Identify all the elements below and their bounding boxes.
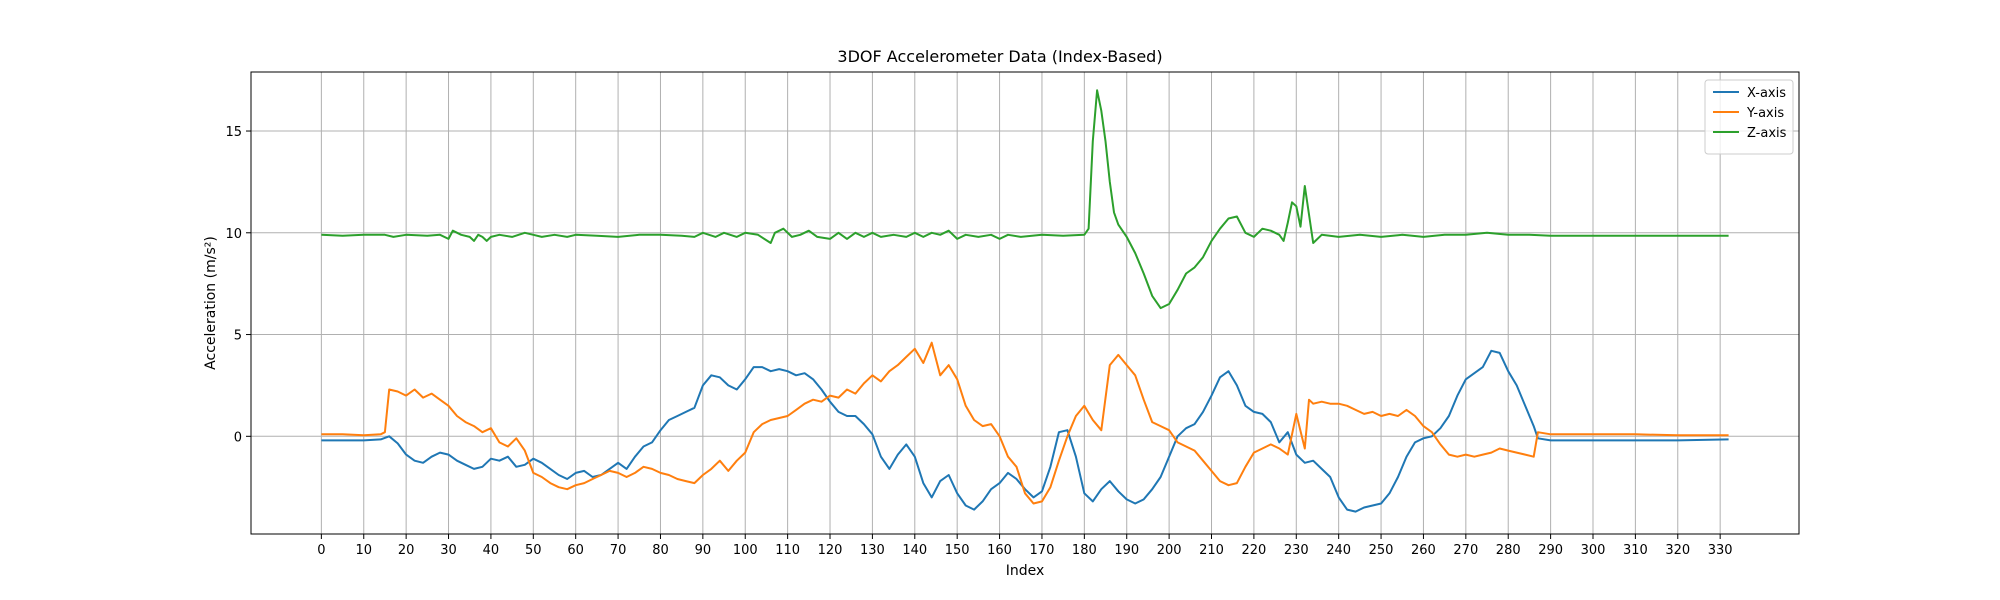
x-tick-label: 300: [1581, 543, 1606, 558]
x-tick-label: 100: [733, 543, 758, 558]
series-lines: [321, 89, 1729, 513]
x-tick-label: 220: [1241, 543, 1266, 558]
series-line-y-axis: [321, 341, 1729, 505]
x-tick-label: 50: [525, 543, 542, 558]
legend-label: Z-axis: [1747, 126, 1787, 141]
x-tick-label: 120: [818, 543, 843, 558]
x-tick-label: 70: [610, 543, 627, 558]
x-tick-label: 30: [440, 543, 457, 558]
y-tick-label: 5: [234, 329, 242, 344]
x-tick-label: 130: [860, 543, 885, 558]
x-tick-label: 170: [1030, 543, 1055, 558]
legend-box: [1704, 79, 1794, 155]
x-tick-label: 330: [1708, 543, 1733, 558]
x-tick-label: 190: [1114, 543, 1139, 558]
x-tick-label: 140: [902, 543, 927, 558]
x-tick-label: 90: [695, 543, 712, 558]
grid: [251, 72, 1799, 534]
x-tick-label: 250: [1369, 543, 1394, 558]
axis-ticks: 0 10 20 30 40 50 60 70 80 90 100 110 120 130 140 150 160…: [225, 125, 1732, 558]
x-tick-label: 270: [1453, 543, 1478, 558]
y-tick-label: 10: [225, 227, 242, 242]
x-tick-label: 240: [1326, 543, 1351, 558]
x-tick-label: 180: [1072, 543, 1097, 558]
x-tick-label: 150: [945, 543, 970, 558]
x-tick-label: 280: [1496, 543, 1521, 558]
x-tick-label: 290: [1538, 543, 1563, 558]
x-tick-label: 210: [1199, 543, 1224, 558]
legend: X-axis Y-axis Z-axis: [1704, 79, 1794, 155]
legend-label: X-axis: [1747, 86, 1786, 101]
series-line-z-axis: [321, 89, 1729, 310]
x-tick-label: 160: [987, 543, 1012, 558]
x-tick-label: 200: [1157, 543, 1182, 558]
y-axis-label: Acceleration (m/s²): [203, 236, 219, 370]
chart-title: 3DOF Accelerometer Data (Index-Based): [837, 47, 1162, 66]
y-tick-label: 15: [225, 125, 242, 140]
plot-frame: [250, 71, 1800, 535]
x-tick-label: 110: [775, 543, 800, 558]
x-tick-label: 320: [1665, 543, 1690, 558]
series-line-x-axis: [321, 349, 1729, 513]
x-tick-label: 80: [652, 543, 669, 558]
x-tick-label: 60: [567, 543, 584, 558]
x-tick-label: 10: [355, 543, 372, 558]
x-tick-label: 230: [1284, 543, 1309, 558]
x-tick-label: 40: [483, 543, 500, 558]
x-tick-label: 20: [398, 543, 415, 558]
y-tick-label: 0: [234, 430, 242, 445]
x-axis-label: Index: [1006, 563, 1045, 579]
x-tick-label: 0: [317, 543, 325, 558]
x-tick-label: 260: [1411, 543, 1436, 558]
legend-label: Y-axis: [1746, 106, 1784, 121]
x-tick-label: 310: [1623, 543, 1648, 558]
